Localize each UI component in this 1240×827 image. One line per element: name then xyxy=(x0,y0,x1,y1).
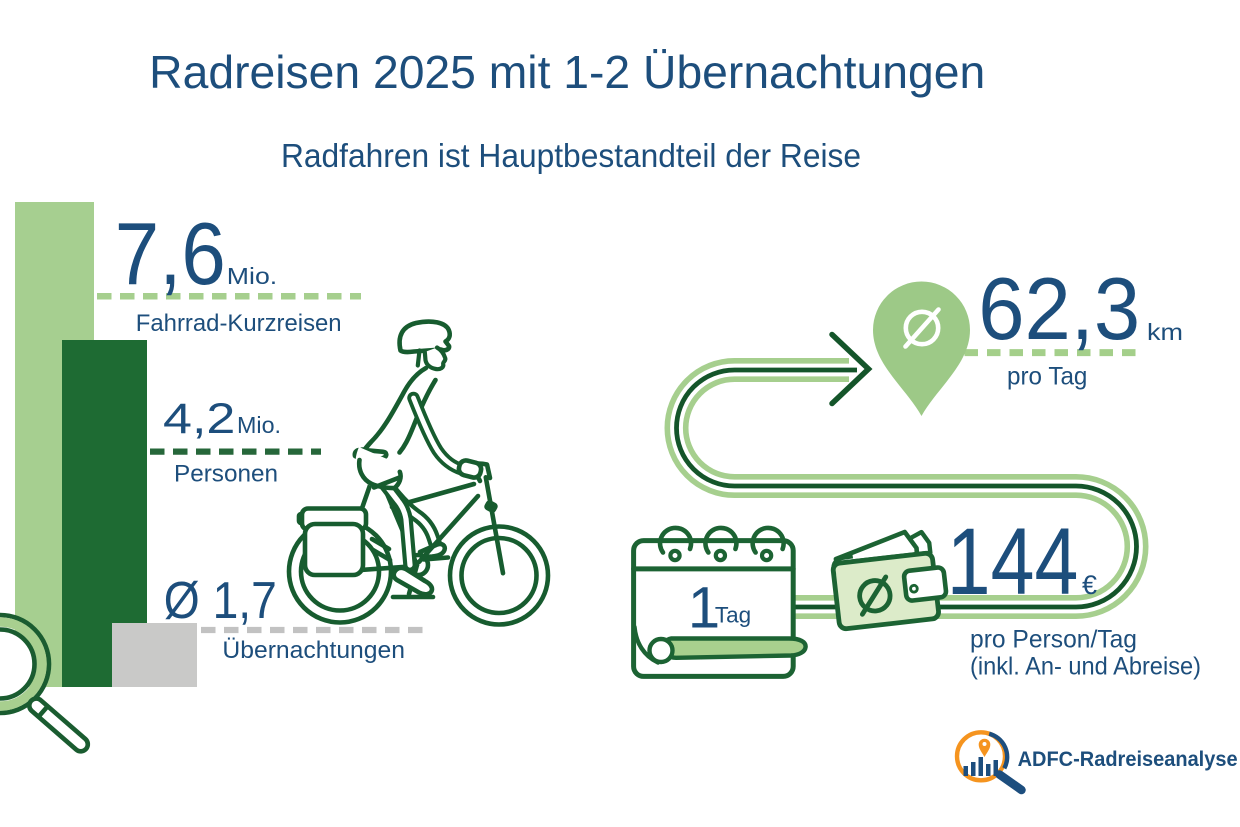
svg-text:(inkl. An- und Abreise): (inkl. An- und Abreise) xyxy=(970,653,1201,681)
svg-text:pro Tag: pro Tag xyxy=(1007,363,1087,391)
svg-text:Übernachtungen: Übernachtungen xyxy=(222,637,405,664)
svg-text:Ø 1,7: Ø 1,7 xyxy=(164,572,277,630)
svg-text:Tag: Tag xyxy=(715,603,751,628)
svg-text:62,3: 62,3 xyxy=(978,259,1140,358)
svg-text:Personen: Personen xyxy=(174,461,278,488)
svg-text:pro Person/Tag: pro Person/Tag xyxy=(970,626,1137,654)
svg-text:Mio.: Mio. xyxy=(237,412,281,438)
svg-text:km: km xyxy=(1147,319,1183,345)
svg-text:€: € xyxy=(1082,570,1097,600)
svg-text:4,2: 4,2 xyxy=(163,395,235,443)
svg-text:1: 1 xyxy=(688,576,720,641)
svg-text:ADFC-Radreiseanalyse: ADFC-Radreiseanalyse xyxy=(1018,748,1238,771)
svg-text:7,6: 7,6 xyxy=(115,204,226,303)
svg-text:Mio.: Mio. xyxy=(227,263,277,289)
svg-text:144: 144 xyxy=(947,509,1079,615)
svg-text:Radfahren ist Hauptbestandteil: Radfahren ist Hauptbestandteil der Reise xyxy=(281,137,861,174)
svg-text:Radreisen 2025 mit 1-2 Übernac: Radreisen 2025 mit 1-2 Übernachtungen xyxy=(149,46,985,98)
svg-text:Fahrrad-Kurzreisen: Fahrrad-Kurzreisen xyxy=(136,310,342,337)
